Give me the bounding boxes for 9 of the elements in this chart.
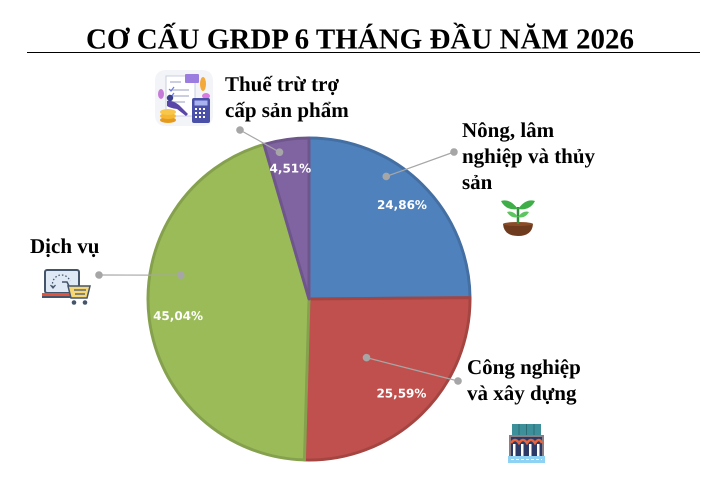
chart-title: CƠ CẤU GRDP 6 THÁNG ĐẦU NĂM 2026	[86, 22, 634, 56]
slice-label: Thuế trừ trợ cấp sản phẩm	[225, 71, 350, 123]
data-label: 25,59%	[376, 386, 426, 400]
data-label: 45,04%	[153, 308, 204, 323]
slice-label: Dịch vụ	[30, 233, 100, 259]
data-label: 24,86%	[376, 198, 427, 212]
slice-label: Công nghiệp và xây dựng	[467, 354, 582, 406]
slice-label: Nông, lâm nghiệp và thủy sản	[462, 117, 596, 195]
data-label: 4,51%	[270, 161, 312, 176]
